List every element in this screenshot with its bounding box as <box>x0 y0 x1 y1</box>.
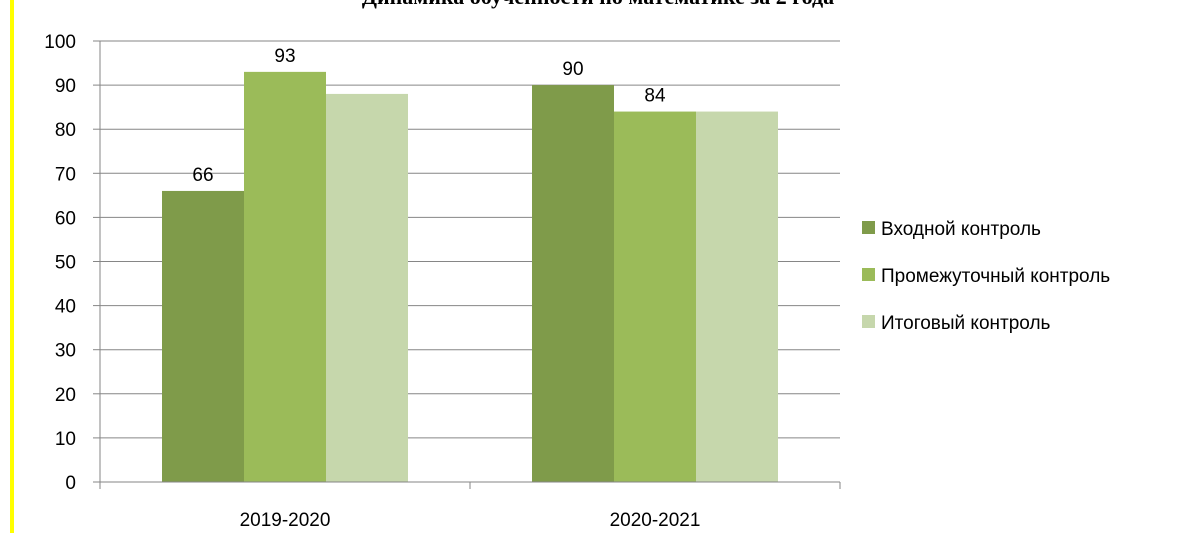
y-tick-label: 20 <box>55 385 76 406</box>
x-category-label: 2019-2020 <box>240 510 331 531</box>
data-label: 84 <box>644 86 666 107</box>
chart-title: Динамика обученности по математике за 2 … <box>362 0 834 9</box>
y-tick-label: 10 <box>55 429 76 450</box>
bar <box>614 111 696 482</box>
bar <box>244 71 326 483</box>
y-tick-label: 0 <box>65 473 76 494</box>
legend-label: Входной контроль <box>881 219 1041 240</box>
y-tick-label: 60 <box>55 208 76 229</box>
data-label: 90 <box>562 59 583 80</box>
y-tick-label: 30 <box>55 341 76 362</box>
y-tick-label: 70 <box>55 164 76 185</box>
legend: Входной контроль Промежуточный контроль Ит… <box>862 219 1110 334</box>
y-tick-label: 100 <box>44 32 76 53</box>
data-label: 66 <box>192 165 213 186</box>
bar <box>532 85 614 482</box>
legend-swatch <box>862 268 875 281</box>
axes: 0 10 20 30 40 50 60 70 80 90 100 2019-2020 2020-2021 <box>44 32 841 531</box>
bar <box>162 190 244 482</box>
data-label: 93 <box>274 46 295 67</box>
bars <box>162 71 778 483</box>
legend-swatch <box>862 315 875 328</box>
x-category-label: 2020-2021 <box>610 510 701 531</box>
bar <box>696 111 778 482</box>
y-tick-label: 80 <box>55 120 76 141</box>
data-labels: 66 93 90 84 <box>192 46 666 186</box>
y-tick-label: 50 <box>55 253 76 274</box>
y-tick-label: 90 <box>55 76 76 97</box>
legend-label: Промежуточный контроль <box>881 266 1110 287</box>
legend-label: Итоговый контроль <box>881 313 1051 334</box>
bar <box>326 93 408 483</box>
legend-swatch <box>862 221 875 234</box>
y-tick-label: 40 <box>55 297 76 318</box>
